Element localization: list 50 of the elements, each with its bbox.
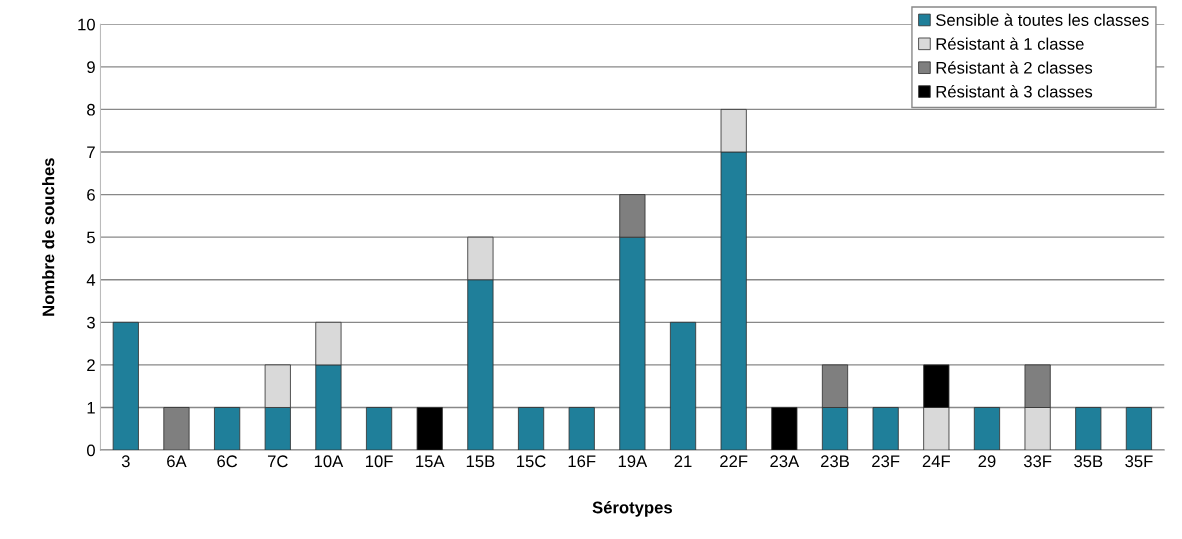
x-tick-label: 15C [517, 455, 546, 468]
x-axis-title: Sérotypes [592, 501, 672, 517]
legend-label: Résistant à 1 classe [936, 37, 1084, 50]
x-tick-label: 6A [167, 455, 187, 468]
y-tick-label: 1 [87, 402, 95, 414]
x-tick-label: 10A [314, 455, 344, 468]
y-tick-label: 7 [87, 146, 95, 159]
x-tick-label: 16F [568, 455, 596, 468]
bar [1075, 407, 1102, 451]
bar [973, 407, 1001, 451]
x-tick-label: 23B [821, 455, 849, 468]
bar [517, 407, 545, 451]
x-tick-label: 33F [1023, 455, 1052, 468]
y-tick-label: 2 [87, 359, 95, 371]
x-tick-label: 24F [922, 455, 951, 467]
bar [872, 407, 899, 451]
y-tick-label: 8 [87, 103, 95, 116]
x-tick-label: 35F [1125, 455, 1153, 468]
y-axis-title: Nombre de souches [42, 158, 55, 316]
y-tick-label: 5 [87, 231, 95, 244]
bar [416, 407, 443, 451]
x-tick-label: 22F [720, 455, 748, 467]
x-tick-label: 15B [466, 455, 495, 468]
x-tick-label: 15A [416, 455, 445, 468]
x-tick-label: 6C [217, 455, 238, 468]
bar [771, 407, 798, 451]
x-tick-label: 19A [618, 455, 648, 468]
x-tick-label: 10F [366, 455, 393, 468]
bar [366, 407, 393, 451]
x-tick-label: 7C [267, 455, 288, 468]
bar [669, 321, 697, 451]
legend-label: Sensible à toutes les classes [936, 13, 1149, 26]
y-tick-label: 9 [87, 61, 95, 74]
x-tick-label: 29 [978, 455, 996, 468]
bar [214, 407, 241, 451]
y-tick-label: 6 [87, 188, 95, 201]
y-tick-label: 0 [86, 444, 95, 457]
legend-label: Résistant à 3 classes [936, 85, 1093, 98]
x-tick-label: 21 [674, 455, 692, 467]
bar [1125, 407, 1153, 451]
legend-label: Résistant à 2 classes [936, 61, 1093, 74]
x-tick-label: 3 [121, 455, 130, 468]
x-tick-label: 35B [1074, 455, 1103, 468]
y-tick-label: 4 [86, 274, 96, 286]
bar [112, 321, 139, 451]
bar [568, 407, 595, 451]
y-tick-label: 10 [78, 18, 95, 31]
y-tick-label: 3 [86, 316, 95, 329]
x-tick-label: 23A [770, 455, 800, 468]
x-tick-label: 23F [872, 455, 900, 468]
